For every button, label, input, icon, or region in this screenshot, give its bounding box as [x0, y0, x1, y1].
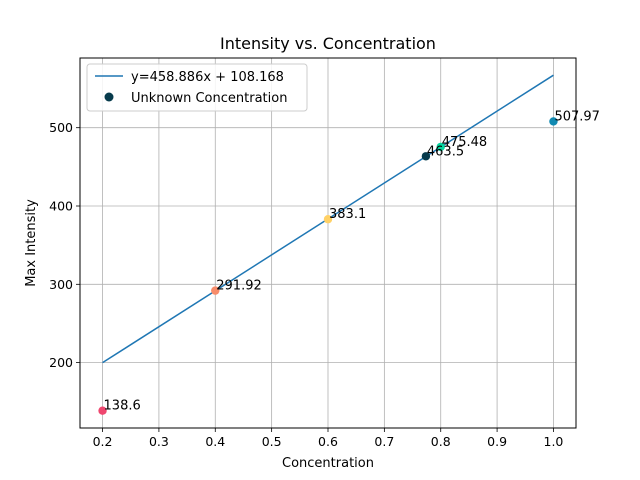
x-axis: 0.2 0.3 0.4 0.5 0.6 0.7 0.8 0.9 1.0 — [93, 428, 564, 449]
legend-marker-swatch — [104, 92, 114, 102]
x-tick-label: 0.2 — [93, 434, 113, 449]
x-tick-label: 0.3 — [149, 434, 169, 449]
unknown-label: 463.5 — [427, 144, 464, 159]
y-tick-label: 400 — [49, 199, 73, 214]
y-axis-label: Max Intensity — [24, 199, 39, 287]
data-label: 507.97 — [554, 109, 600, 124]
x-tick-label: 0.7 — [374, 434, 394, 449]
legend: y=458.886x + 108.168 Unknown Concentrati… — [86, 63, 308, 112]
x-axis-label: Concentration — [282, 456, 374, 471]
data-point — [436, 142, 445, 152]
data-label: 138.6 — [104, 399, 141, 414]
legend-box — [86, 63, 308, 112]
y-tick-label: 200 — [49, 355, 73, 370]
x-tick-label: 1.0 — [544, 434, 564, 449]
plot-area: 138.6 291.92 383.1 475.48 507.97 463.5 — [79, 57, 600, 429]
y-axis: 200 300 400 500 — [49, 120, 80, 370]
label-layer: 138.6 291.92 383.1 475.48 507.97 463.5 — [104, 109, 600, 413]
y-tick-label: 500 — [49, 120, 73, 135]
x-tick-label: 0.8 — [431, 434, 451, 449]
data-label: 383.1 — [329, 207, 366, 222]
data-point — [211, 286, 220, 295]
data-point — [98, 406, 107, 415]
legend-unknown-label: Unknown Concentration — [131, 91, 287, 106]
y-tick-label: 300 — [49, 277, 73, 292]
x-tick-label: 0.6 — [318, 434, 338, 449]
data-point — [323, 215, 333, 224]
point-layer — [98, 117, 558, 415]
x-tick-label: 0.9 — [487, 434, 507, 449]
data-label: 291.92 — [216, 279, 261, 294]
unknown-point — [421, 152, 431, 161]
x-tick-label: 0.4 — [205, 434, 225, 449]
data-label: 475.48 — [442, 135, 488, 150]
chart-title: Intensity vs. Concentration — [220, 34, 436, 53]
legend-fit-label: y=458.886x + 108.168 — [131, 70, 284, 85]
data-point — [549, 117, 558, 126]
x-tick-label: 0.5 — [262, 434, 282, 449]
